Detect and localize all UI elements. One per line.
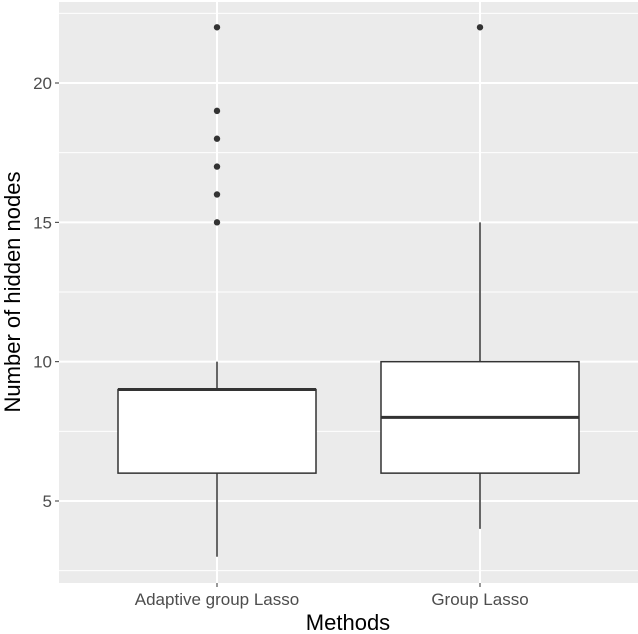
y-tick-label: 20 xyxy=(33,74,52,93)
outlier-point xyxy=(213,191,221,198)
x-tick-label: Group Lasso xyxy=(431,590,528,609)
outlier-point xyxy=(213,107,221,115)
y-tick-label: 5 xyxy=(43,492,52,511)
boxes xyxy=(117,24,580,557)
outlier-point xyxy=(213,219,221,226)
x-tick-label: Adaptive group Lasso xyxy=(135,590,299,609)
outlier-point xyxy=(213,24,221,31)
box-iqr xyxy=(117,388,317,474)
box-1 xyxy=(380,24,580,529)
x-axis: Adaptive group Lasso Group Lasso xyxy=(135,583,529,609)
y-tick-label: 10 xyxy=(33,353,52,372)
outlier-point xyxy=(213,135,221,142)
x-axis-title: Methods xyxy=(306,610,390,634)
outlier-point xyxy=(476,24,484,31)
y-tick-label: 15 xyxy=(33,213,52,232)
y-axis: 5 10 15 20 xyxy=(33,74,59,511)
box-0 xyxy=(117,24,317,557)
outlier-point xyxy=(213,163,221,170)
y-axis-title: Number of hidden nodes xyxy=(0,172,25,413)
